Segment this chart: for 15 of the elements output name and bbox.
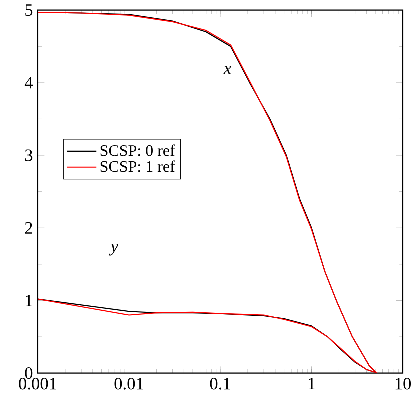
x-tick-label: 10 [396, 378, 412, 390]
legend-label: SCSP: 0 ref [100, 144, 176, 156]
y-tick-label: 2 [25, 222, 32, 234]
annotation: y [109, 244, 118, 256]
x-tick-label: 1 [308, 378, 316, 390]
annotation: x [224, 66, 232, 74]
legend-label: SCSP: 1 ref [100, 160, 176, 172]
x-tick-label: 0.01 [114, 378, 144, 390]
y-tick-label: 4 [24, 77, 34, 89]
y-tick-label: 0 [25, 367, 33, 380]
y-tick-label: 3 [25, 150, 33, 162]
y-tick-label: 1 [26, 295, 32, 306]
y-tick-label: 5 [26, 4, 33, 16]
x-tick-label: 0.1 [210, 378, 230, 390]
x-tick-label: 0.001 [19, 378, 56, 390]
